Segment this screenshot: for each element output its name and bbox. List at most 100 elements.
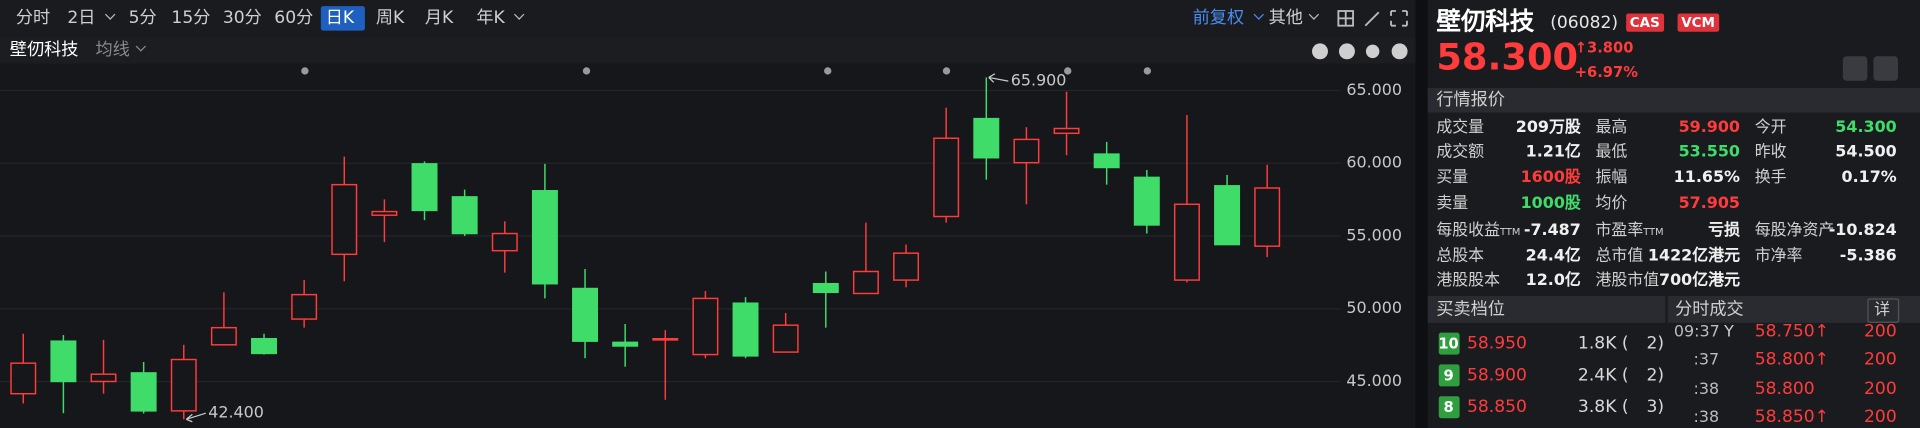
stat-label: 均价 bbox=[1595, 193, 1628, 213]
level-badge bbox=[1438, 332, 1460, 355]
candle-body bbox=[612, 341, 639, 347]
stat-value: 59.900 bbox=[1678, 118, 1741, 137]
candle-body bbox=[652, 337, 679, 341]
period-tab[interactable]: 周K bbox=[375, 8, 405, 29]
stat-value: 0.17% bbox=[1841, 168, 1897, 187]
period-tab[interactable]: 年K bbox=[476, 8, 505, 29]
stat-label: 最低 bbox=[1595, 142, 1628, 161]
candle-body bbox=[812, 282, 839, 294]
stat-label: 每股收益TTM bbox=[1436, 220, 1521, 240]
stat-value: 54.300 bbox=[1835, 118, 1897, 137]
stat-label: 市净率 bbox=[1754, 246, 1803, 265]
active-period-bg bbox=[320, 6, 365, 31]
candle-body bbox=[852, 270, 879, 295]
candle-body bbox=[210, 326, 237, 346]
bid-volume: 1.8K ( bbox=[1577, 333, 1629, 354]
candle-body bbox=[1254, 187, 1281, 247]
trade-flag: Y bbox=[1724, 322, 1734, 341]
trade-time: :38 bbox=[1693, 407, 1720, 427]
stat-value: 12.0亿 bbox=[1525, 270, 1581, 290]
orderbook-title: 买卖档位 bbox=[1436, 299, 1505, 320]
y-tick-label: 65.000 bbox=[1346, 80, 1402, 99]
toolbar-icons[interactable] bbox=[1337, 10, 1408, 27]
toolbar-bg bbox=[0, 0, 1421, 37]
trade-price: 58.750↑ bbox=[1754, 321, 1830, 342]
stat-value: 209万股 bbox=[1515, 118, 1581, 137]
trade-volume: 200 bbox=[1863, 321, 1897, 342]
chart-stock-name: 壁仞科技 bbox=[9, 40, 79, 60]
period-tab[interactable]: 60分 bbox=[274, 8, 314, 29]
stat-label: 成交额 bbox=[1436, 142, 1485, 161]
bid-volume: 2.4K ( bbox=[1577, 365, 1629, 386]
candle-body bbox=[1093, 153, 1120, 169]
period-tab[interactable]: 日K bbox=[325, 8, 355, 29]
stat-value: 24.4亿 bbox=[1525, 246, 1581, 265]
add-button[interactable] bbox=[1842, 56, 1868, 81]
level-badge bbox=[1438, 364, 1460, 387]
stat-label: 成交量 bbox=[1436, 118, 1485, 137]
alert-button[interactable] bbox=[1873, 56, 1898, 81]
period-tab[interactable]: 2日 bbox=[67, 8, 96, 29]
period-tab[interactable]: 5分 bbox=[128, 8, 157, 29]
candle-body bbox=[451, 196, 478, 235]
candle-body bbox=[491, 232, 518, 252]
market-tag: VCM bbox=[1677, 12, 1719, 32]
candle-body bbox=[572, 287, 599, 342]
candle-body bbox=[90, 373, 117, 383]
candle-body bbox=[1053, 127, 1080, 135]
chart-header-icons[interactable] bbox=[1312, 43, 1408, 60]
trades-bar bbox=[1667, 295, 1920, 323]
section-bar bbox=[1427, 88, 1920, 113]
adjust-select[interactable]: 前复权 bbox=[1192, 8, 1245, 29]
marker-dots bbox=[301, 67, 1152, 75]
candle-body bbox=[291, 293, 318, 320]
stat-label: 总股本 bbox=[1436, 246, 1485, 265]
candle-body bbox=[1214, 185, 1241, 246]
stat-label-sub: TTM bbox=[1643, 225, 1664, 237]
stat-label: 每股净资产 bbox=[1754, 220, 1835, 240]
period-tab[interactable]: 分时 bbox=[15, 8, 51, 29]
stat-value: 1000股 bbox=[1520, 193, 1581, 213]
stat-label: 振幅 bbox=[1595, 168, 1628, 187]
stat-value: 亏损 bbox=[1708, 220, 1741, 240]
trades-detail[interactable]: 详 bbox=[1874, 300, 1891, 319]
stat-value: -7.487 bbox=[1523, 220, 1581, 240]
trade-time: :38 bbox=[1693, 379, 1720, 399]
candle-body bbox=[772, 324, 799, 353]
candle-body bbox=[50, 340, 77, 383]
trade-time: :37 bbox=[1693, 350, 1720, 369]
bid-price: 58.900 bbox=[1466, 365, 1527, 386]
stat-label: 港股股本 bbox=[1436, 270, 1501, 290]
orderbook-bar bbox=[1427, 295, 1666, 323]
stat-label: 市盈率TTM bbox=[1595, 220, 1664, 240]
stat-label: 港股市值 bbox=[1595, 270, 1660, 290]
stock-name: 壁仞科技 bbox=[1436, 6, 1535, 36]
candle-body bbox=[251, 337, 278, 355]
stock-code: (06082) bbox=[1550, 13, 1619, 34]
stat-value: 11.65% bbox=[1673, 168, 1741, 187]
max-arrow bbox=[988, 73, 1009, 83]
candle-body bbox=[331, 183, 358, 256]
y-tick-label: 45.000 bbox=[1346, 371, 1402, 390]
y-tick-label: 50.000 bbox=[1346, 298, 1402, 317]
stat-label-sub: TTM bbox=[1500, 225, 1521, 237]
bid-price: 58.950 bbox=[1466, 333, 1527, 354]
other-select[interactable]: 其他 bbox=[1268, 8, 1303, 29]
detail-box[interactable] bbox=[1867, 298, 1900, 323]
candle-body bbox=[1173, 203, 1200, 281]
stat-value: -5.386 bbox=[1839, 246, 1897, 265]
candle-body bbox=[411, 163, 438, 212]
bid-count: 3) bbox=[1646, 397, 1665, 417]
period-tab[interactable]: 月K bbox=[424, 8, 454, 29]
period-tab[interactable]: 30分 bbox=[222, 8, 262, 29]
level: 10 bbox=[1438, 335, 1459, 353]
candle-body bbox=[130, 372, 157, 412]
stat-value: 53.550 bbox=[1678, 142, 1741, 161]
divider bbox=[1415, 0, 1428, 428]
stat-value: 700亿港元 bbox=[1659, 270, 1741, 290]
stat-value: 54.500 bbox=[1835, 142, 1897, 161]
stat-label: 买量 bbox=[1436, 168, 1469, 187]
indicator-select[interactable]: 均线 bbox=[95, 40, 130, 60]
period-tab[interactable]: 15分 bbox=[171, 8, 211, 29]
